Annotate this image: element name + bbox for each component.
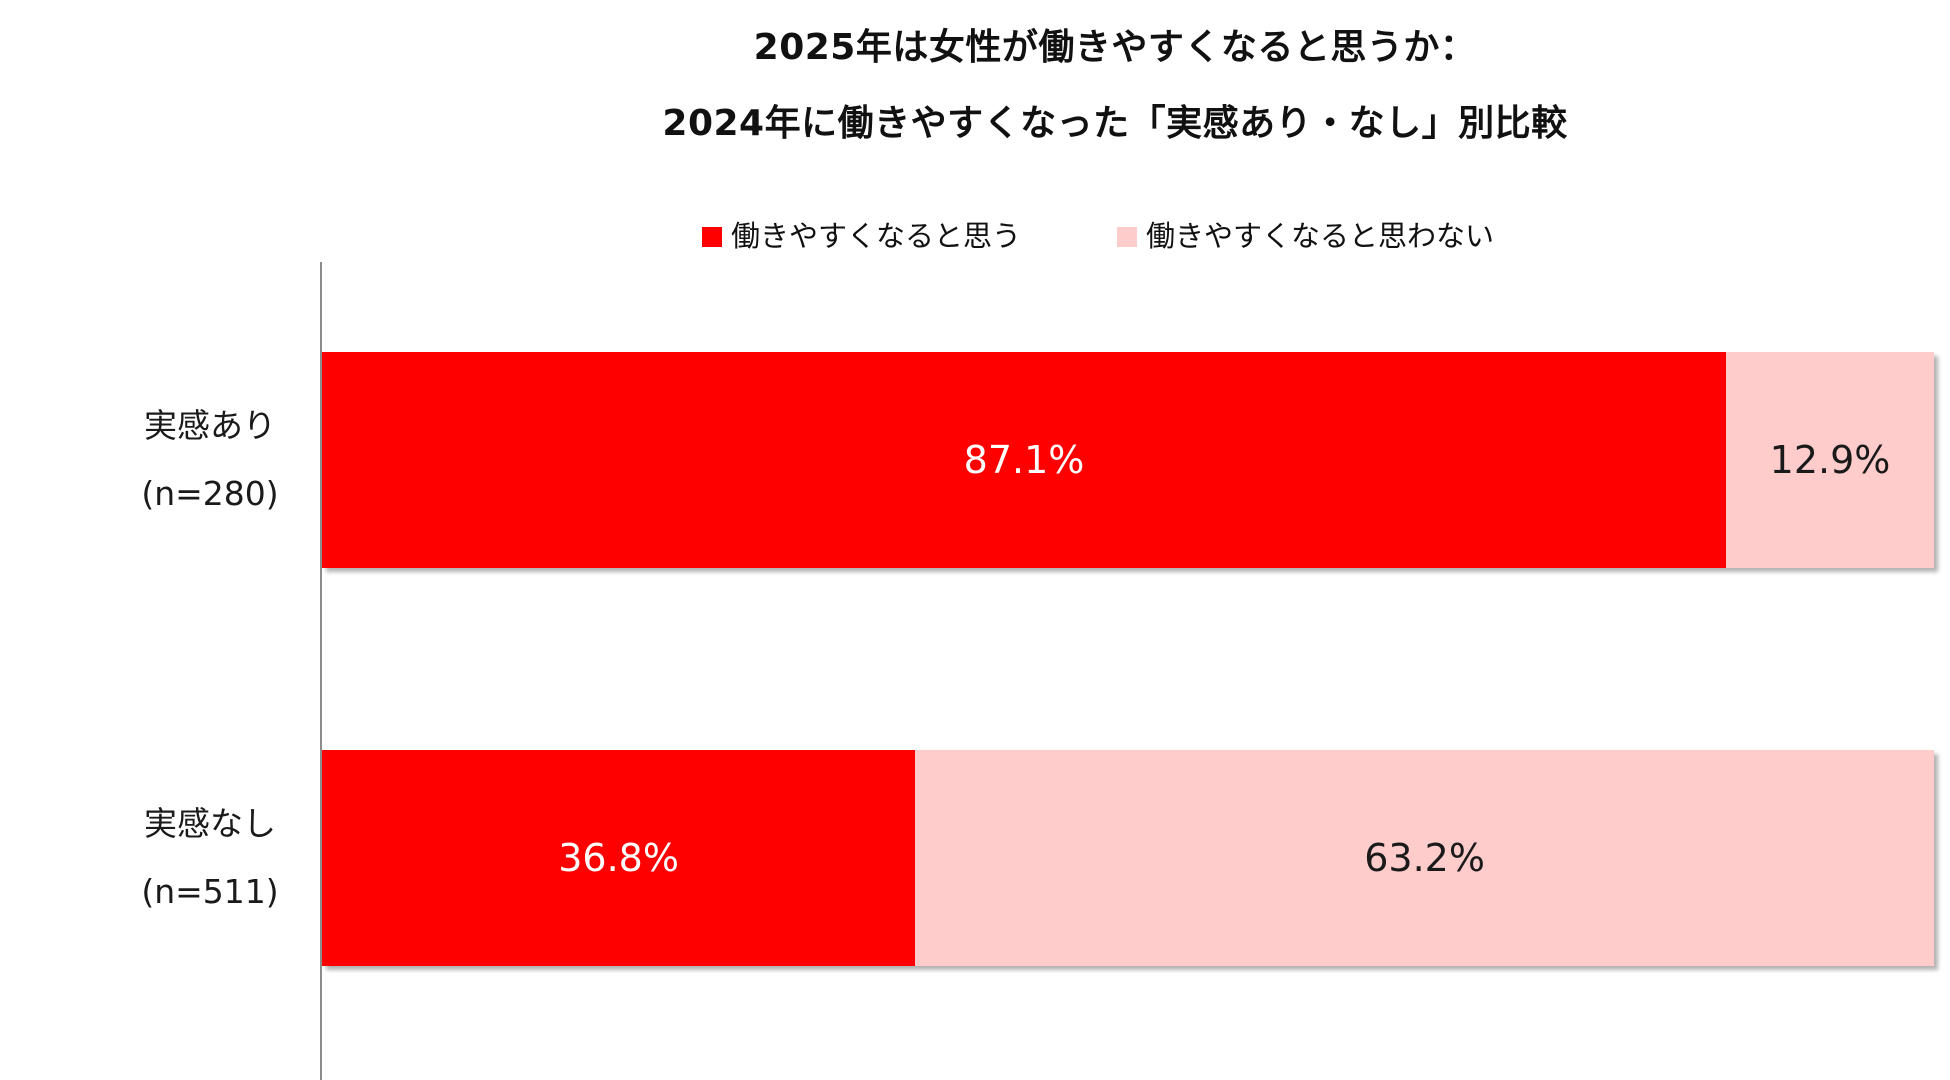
category-label: 実感なし (n=511) <box>120 790 300 926</box>
bar-segment-no: 12.9% <box>1726 352 1934 568</box>
chart-title: 2025年は女性が働きやすくなると思うか： <box>753 27 1477 68</box>
data-label: 63.2% <box>1364 836 1485 880</box>
category-axis-line <box>320 262 322 1080</box>
category-sample-size: (n=280) <box>141 474 279 513</box>
category-sample-size: (n=511) <box>141 872 279 911</box>
category-label: 実感あり (n=280) <box>120 392 300 528</box>
bar-row: 36.8% 63.2% <box>322 750 1934 966</box>
data-label: 12.9% <box>1769 438 1891 482</box>
data-label: 87.1% <box>963 438 1085 482</box>
legend-label-yes: 働きやすくなると思う <box>731 219 1022 253</box>
bar-segment-yes: 87.1% <box>322 352 1727 568</box>
bar-segment-yes: 36.8% <box>322 750 916 966</box>
legend-swatch-no <box>1117 227 1138 247</box>
bar-row: 87.1% 12.9% <box>322 352 1934 568</box>
legend-swatch-yes <box>702 227 722 247</box>
category-name: 実感なし <box>144 804 276 843</box>
legend-item-no: 働きやすくなると思わない <box>1117 213 1494 255</box>
data-label: 36.8% <box>558 836 679 880</box>
bar-segment-no: 63.2% <box>915 750 1934 966</box>
legend-label-no: 働きやすくなると思わない <box>1146 219 1495 253</box>
legend: 働きやすくなると思う 働きやすくなると思わない <box>702 213 1494 255</box>
category-name: 実感あり <box>144 406 276 445</box>
chart-subtitle: 2024年に働きやすくなった「実感あり・なし」別比較 <box>662 103 1568 144</box>
legend-item-yes: 働きやすくなると思う <box>702 213 1021 255</box>
